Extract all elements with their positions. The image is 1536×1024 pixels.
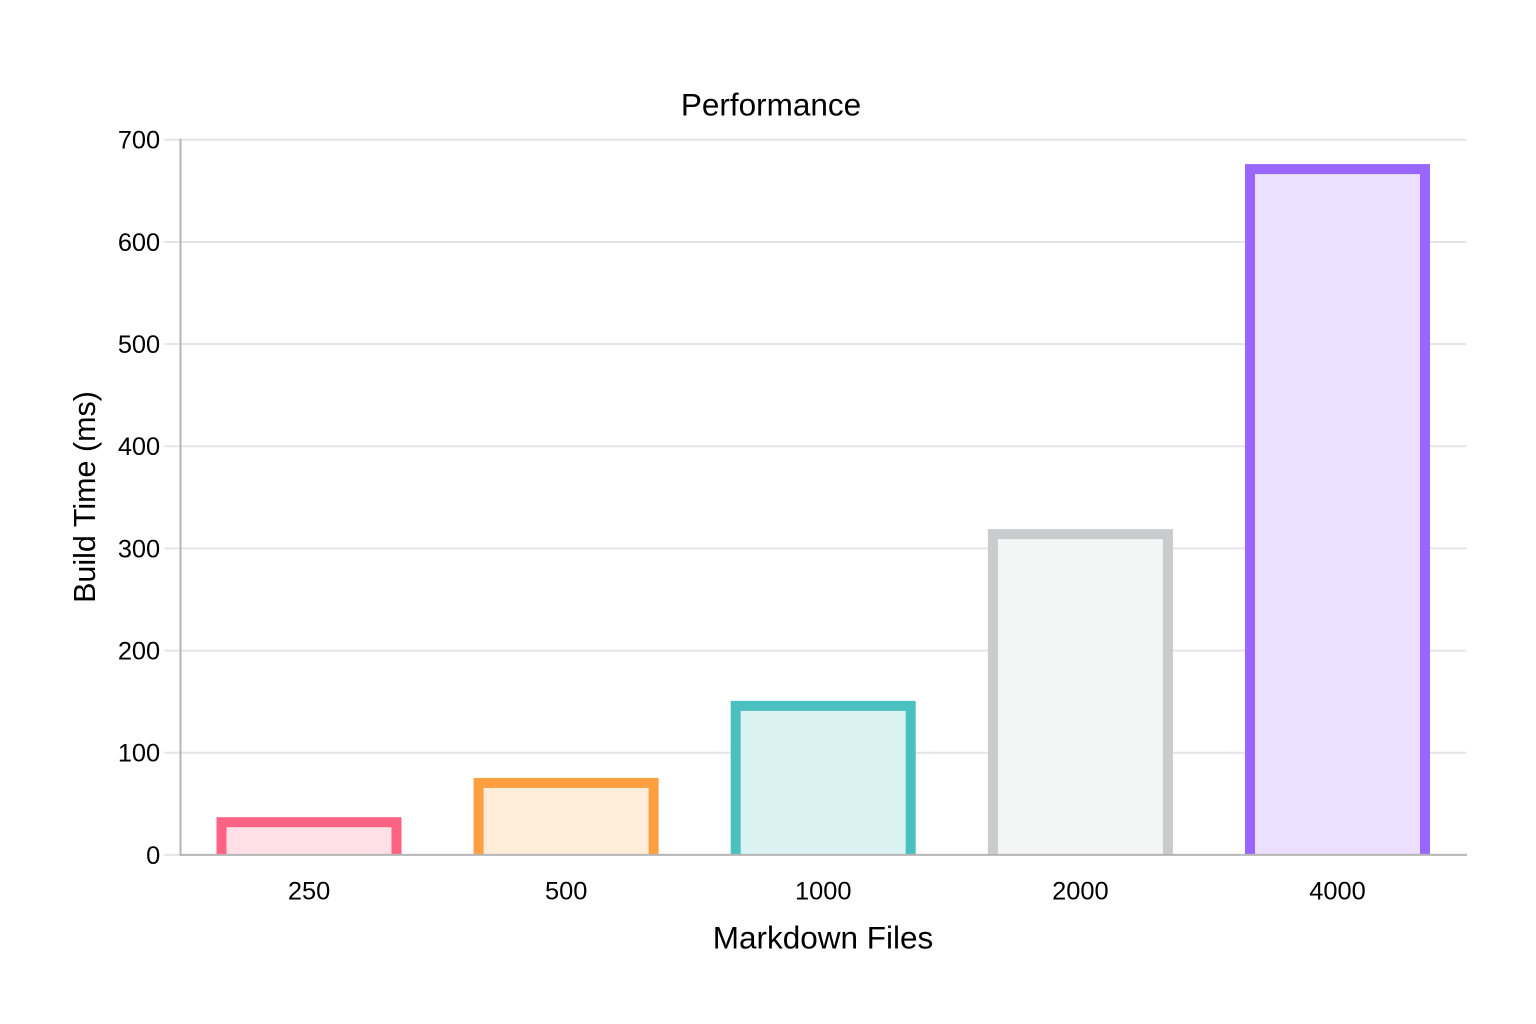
- svg-text:1000: 1000: [795, 878, 851, 906]
- svg-text:300: 300: [118, 535, 160, 563]
- svg-text:250: 250: [288, 878, 330, 906]
- svg-text:700: 700: [118, 127, 160, 155]
- svg-text:Build Time (ms): Build Time (ms): [68, 391, 102, 603]
- svg-text:500: 500: [545, 878, 587, 906]
- svg-text:100: 100: [118, 740, 160, 768]
- svg-text:Markdown Files: Markdown Files: [713, 920, 934, 956]
- svg-text:0: 0: [146, 842, 160, 870]
- svg-text:200: 200: [118, 638, 160, 666]
- svg-text:4000: 4000: [1309, 878, 1365, 906]
- svg-text:2000: 2000: [1052, 878, 1108, 906]
- svg-text:500: 500: [118, 331, 160, 359]
- svg-text:400: 400: [118, 433, 160, 461]
- svg-text:Performance: Performance: [681, 87, 861, 123]
- svg-text:600: 600: [118, 229, 160, 257]
